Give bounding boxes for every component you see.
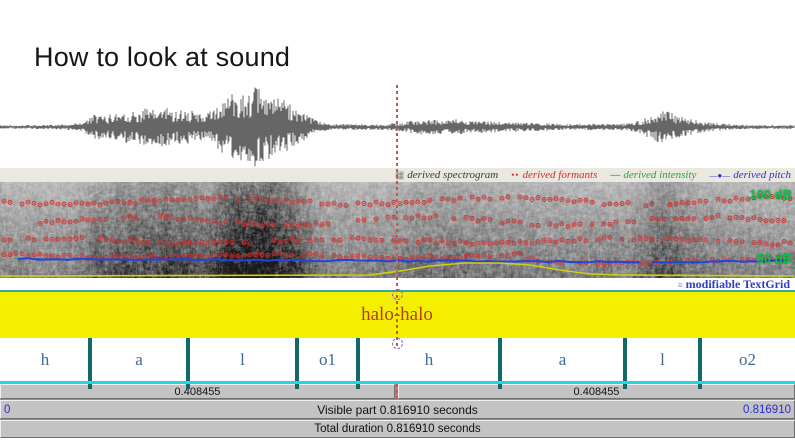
legend-intensity-label: derived intensity [623,169,697,181]
phone-interval-l[interactable]: l [188,338,297,381]
phone-interval-h[interactable]: h [358,338,500,381]
time-cursor-line-bar [396,384,398,399]
phone-label: l [660,349,665,369]
phone-interval-h[interactable]: h [0,338,90,381]
legend-formants-label: derived formants [522,169,598,181]
phone-label: o1 [319,349,336,369]
intensity-max-label: 100 dB [749,187,792,202]
selection-right-duration: 0.408455 [573,385,620,398]
boundary-insert-handle-word-tier[interactable] [392,289,403,300]
boundary-tick [88,384,92,389]
visible-part-button[interactable]: 0 Visible part 0.816910 seconds 0.816910 [0,400,795,419]
interval-boundary[interactable] [623,338,627,381]
intensity-min-label: 50 dB [756,251,792,266]
legend-item-pitch: —●— derived pitch [709,169,791,181]
interval-boundary[interactable] [186,338,190,381]
boundary-tick [295,384,299,389]
visible-part-label: Visible part 0.816910 seconds [317,402,478,417]
boundary-tick [698,384,702,389]
waveform-plot [0,87,795,167]
phone-interval-a[interactable]: a [90,338,188,381]
waveform-panel[interactable] [0,84,795,168]
legend-spectrogram-label: derived spectrogram [407,169,499,181]
pitch-line-icon: —●— [709,170,731,180]
interval-boundary[interactable] [88,338,92,381]
interval-boundary[interactable] [295,338,299,381]
page-title: How to look at sound [34,42,291,72]
intensity-line-icon: — [610,169,621,181]
boundary-tick [623,384,627,389]
interval-boundary[interactable] [498,338,502,381]
legend-item-spectrogram: ▦ derived spectrogram [395,169,498,181]
total-duration-label: Total duration 0.816910 seconds [314,423,481,435]
selection-left-duration: 0.408455 [174,385,221,398]
boundary-insert-handle-phone-tier[interactable] [392,338,403,349]
analysis-legend: ▦ derived spectrogram •• derived formant… [0,168,795,182]
time-cursor-line[interactable] [396,85,398,348]
legend-item-formants: •• derived formants [511,169,597,181]
boundary-tick [498,384,502,389]
phone-interval-l[interactable]: l [625,338,700,381]
interval-boundary[interactable] [698,338,702,381]
phone-interval-a[interactable]: a [500,338,625,381]
interval-boundary[interactable] [356,338,360,381]
total-duration-button[interactable]: Total duration 0.816910 seconds [0,420,795,438]
phone-label: h [424,349,434,369]
legend-pitch-label: derived pitch [733,169,791,181]
phone-label: o2 [739,349,756,369]
spectrogram-grid-icon: ▦ [394,169,405,181]
phone-label: a [558,349,567,369]
spectrogram-overlays [0,194,795,277]
tier-bottom-line [0,381,795,384]
formant-dots-icon: •• [511,170,520,180]
textgrid-label-text: modifiable TextGrid [685,277,790,291]
selection-right-duration-button[interactable]: 0.408455 [398,384,795,399]
selection-left-duration-button[interactable]: 0.408455 [0,384,395,399]
textgrid-panel-label: ≡ modifiable TextGrid [0,278,795,290]
phone-label: a [135,349,143,369]
textgrid-menu-icon: ≡ [677,280,683,290]
phone-label: h [40,349,50,369]
phone-interval-o2[interactable]: o2 [700,338,795,381]
phone-interval-o1[interactable]: o1 [297,338,358,381]
boundary-tick [356,384,360,389]
legend-item-intensity: — derived intensity [610,169,696,181]
visible-end-time: 0.816910 [743,403,791,416]
phone-label: l [240,349,245,369]
visible-start-time: 0 [4,403,11,416]
boundary-tick [186,384,190,389]
